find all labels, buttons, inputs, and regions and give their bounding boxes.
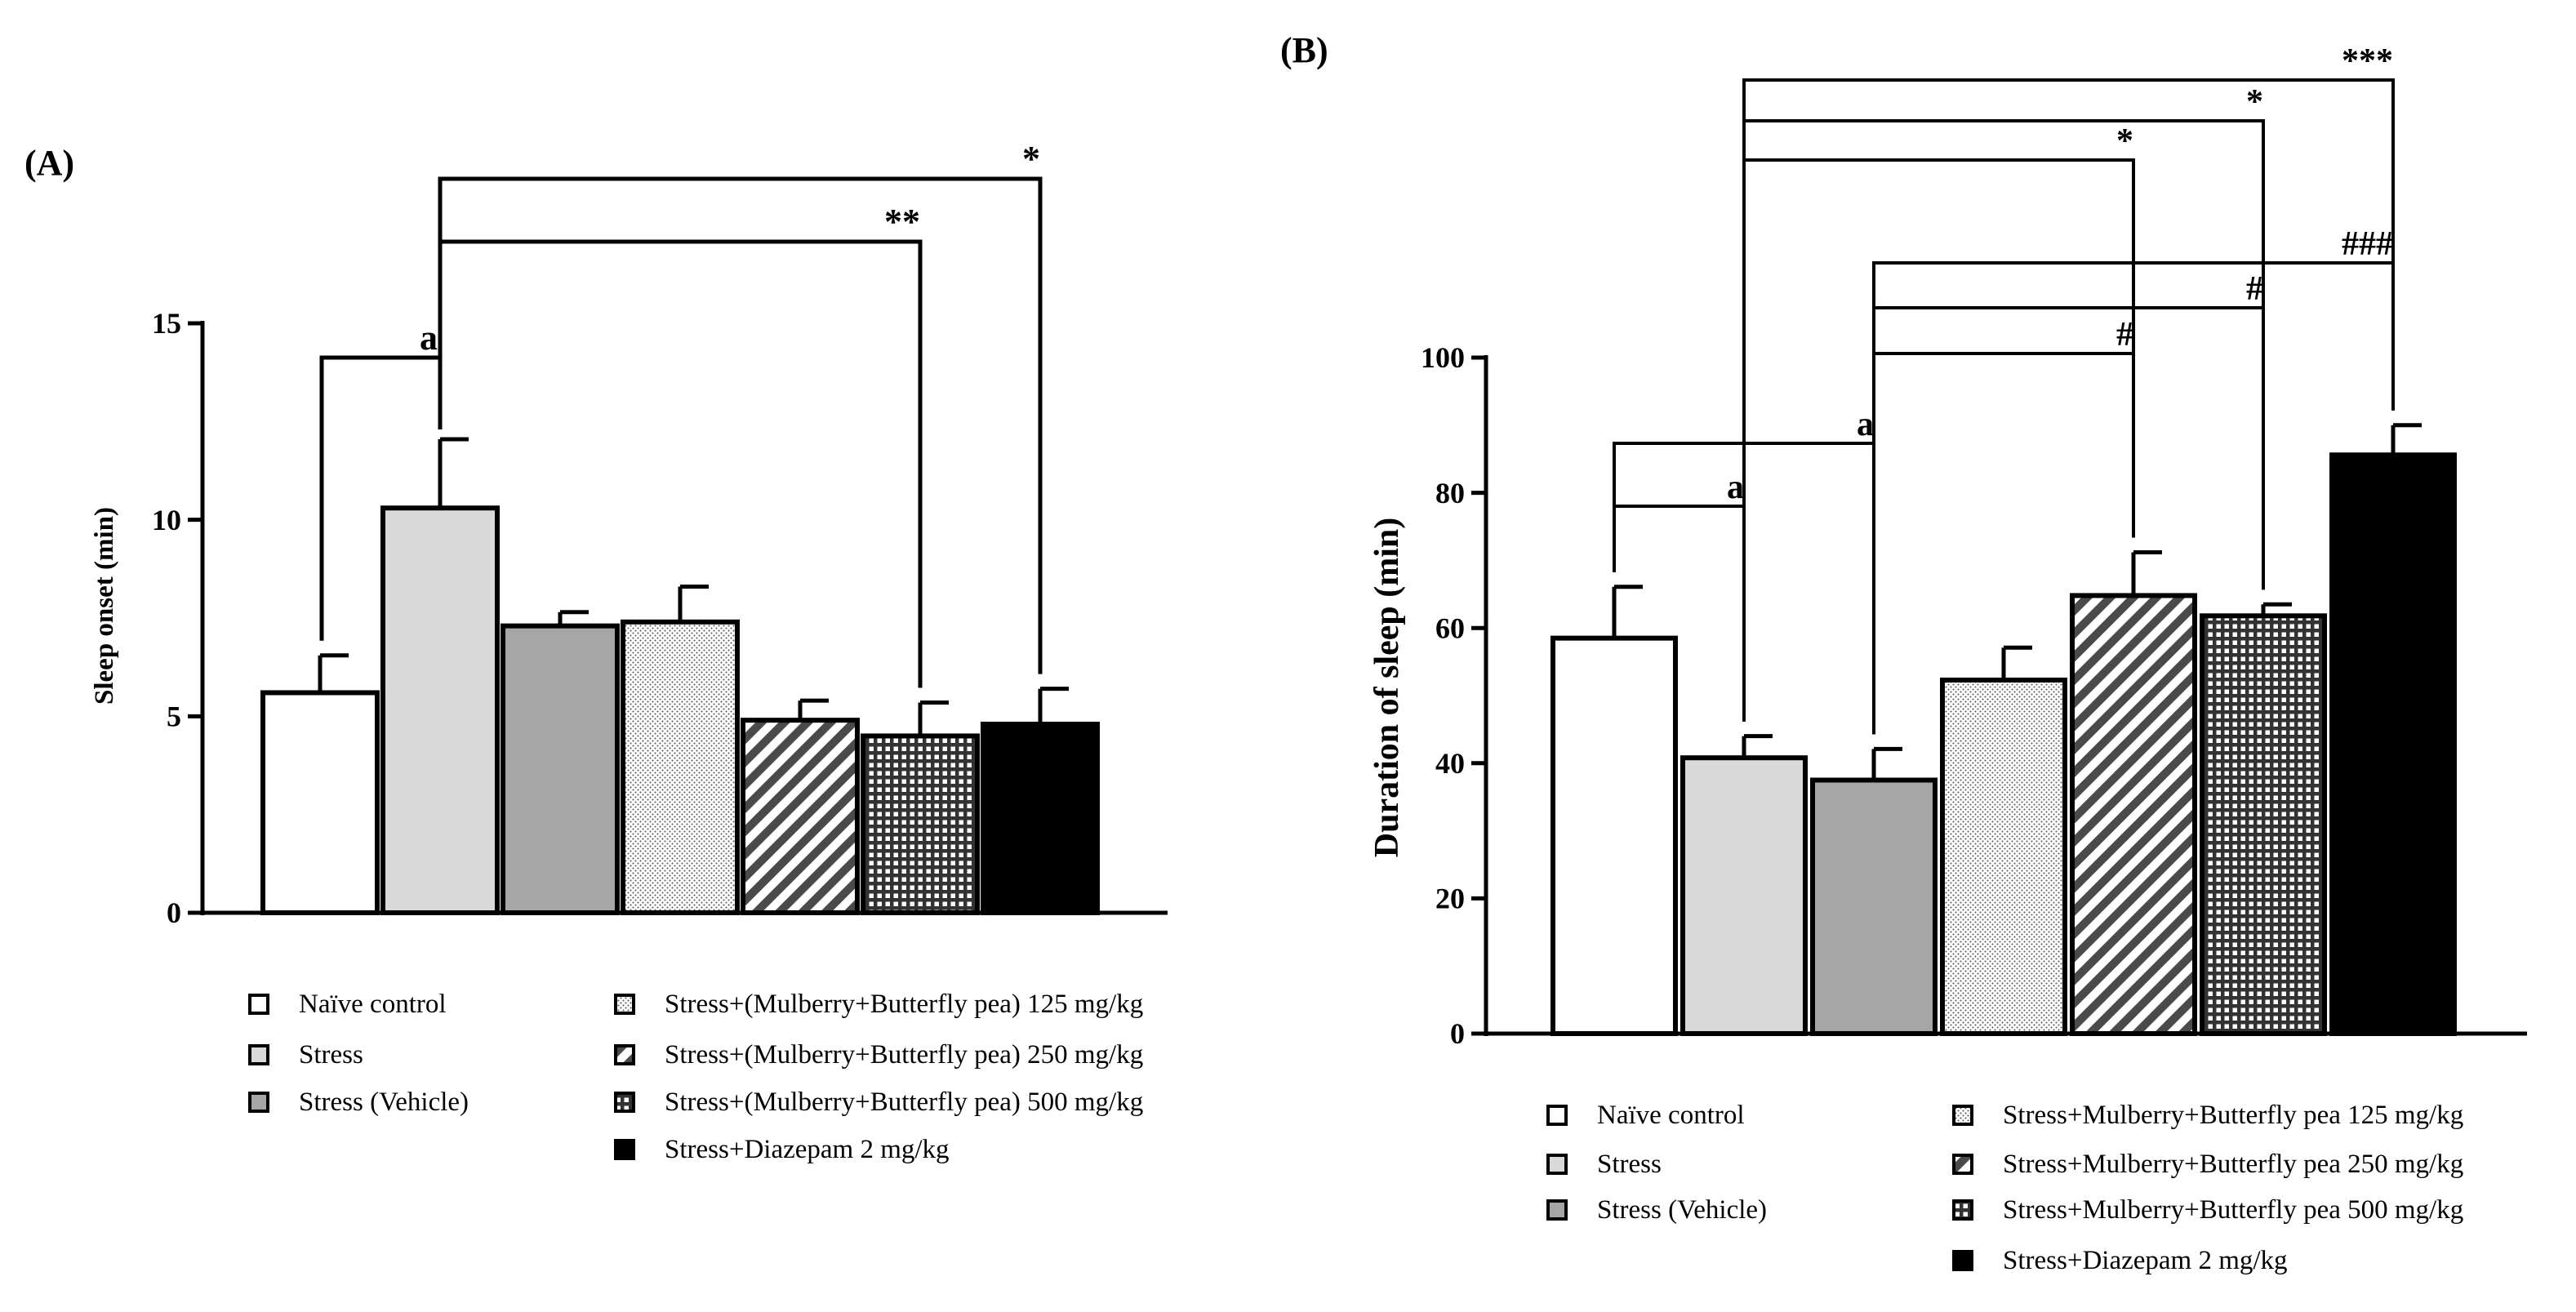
significance-label: *** xyxy=(2342,42,2393,80)
bar xyxy=(2329,452,2457,1036)
legend-label: Stress+Mulberry+Butterfly pea 125 mg/kg xyxy=(2003,1101,2463,1130)
legend-label: Stress+Diazepam 2 mg/kg xyxy=(665,1135,950,1164)
legend-label: Stress+Mulberry+Butterfly pea 500 mg/kg xyxy=(2003,1195,2463,1225)
legend-swatch xyxy=(1952,1199,1973,1221)
legend-label: Stress xyxy=(299,1040,363,1070)
legend-swatch xyxy=(614,994,635,1015)
legend-label: Stress+Mulberry+Butterfly pea 250 mg/kg xyxy=(2003,1150,2463,1179)
y-tick-label: 100 xyxy=(1421,341,1465,374)
panel-a-ylabel: Sleep onset (min) xyxy=(90,507,119,705)
panel-b-ylabel: Duration of sleep (min) xyxy=(1368,518,1406,857)
significance-label: a xyxy=(420,318,438,358)
y-tick-label: 40 xyxy=(1435,747,1465,780)
bar xyxy=(981,721,1100,916)
significance-label: * xyxy=(1022,139,1040,179)
panel-a-label: (A) xyxy=(24,143,74,183)
legend-swatch xyxy=(1546,1199,1568,1221)
significance-label: a xyxy=(1727,469,1744,506)
legend-swatch xyxy=(1952,1250,1973,1271)
bar xyxy=(2070,593,2197,1036)
legend-swatch xyxy=(1546,1105,1568,1126)
y-tick-label: 15 xyxy=(152,307,181,340)
y-tick-label: 80 xyxy=(1435,477,1465,509)
legend-label: Naïve control xyxy=(299,990,447,1019)
significance-bracket xyxy=(1742,78,2395,722)
legend-swatch xyxy=(1952,1154,1973,1175)
panel-b-label: (B) xyxy=(1280,30,1328,70)
legend-label: Stress (Vehicle) xyxy=(299,1087,469,1117)
y-tick-label: 60 xyxy=(1435,612,1465,644)
significance-label: * xyxy=(2116,122,2133,160)
y-tick-label: 0 xyxy=(167,896,181,929)
bar xyxy=(2200,613,2327,1037)
legend-label: Naïve control xyxy=(1597,1101,1745,1130)
significance-label: # xyxy=(2246,270,2263,308)
bar xyxy=(501,623,620,915)
bar xyxy=(1810,777,1938,1036)
significance-label: ** xyxy=(884,202,920,242)
bar xyxy=(621,619,740,916)
legend-label: Stress+Diazepam 2 mg/kg xyxy=(2003,1246,2288,1275)
legend-label: Stress xyxy=(1597,1150,1662,1179)
bar xyxy=(260,690,380,915)
legend-swatch xyxy=(248,1092,269,1113)
legend-swatch xyxy=(1546,1154,1568,1175)
significance-label: * xyxy=(2246,83,2263,121)
legend-label: Stress+(Mulberry+Butterfly pea) 250 mg/k… xyxy=(665,1040,1143,1070)
legend-swatch xyxy=(1952,1105,1973,1126)
bar xyxy=(1940,677,2067,1036)
bar xyxy=(380,505,500,916)
bar xyxy=(1680,755,1808,1037)
significance-bracket xyxy=(438,176,1043,674)
bar xyxy=(1550,635,1678,1036)
legend-label: Stress+(Mulberry+Butterfly pea) 125 mg/k… xyxy=(665,990,1143,1019)
y-tick-label: 10 xyxy=(152,504,181,536)
significance-label: a xyxy=(1857,406,1874,443)
legend-swatch xyxy=(248,1044,269,1065)
legend-swatch xyxy=(614,1139,635,1160)
legend-swatch xyxy=(248,994,269,1015)
y-tick-label: 20 xyxy=(1435,883,1465,915)
legend-swatch xyxy=(614,1044,635,1065)
legend-label: Stress+(Mulberry+Butterfly pea) 500 mg/k… xyxy=(665,1087,1143,1117)
bar xyxy=(861,733,980,916)
legend-swatch xyxy=(614,1092,635,1113)
bar xyxy=(741,718,860,915)
legend-label: Stress (Vehicle) xyxy=(1597,1195,1767,1225)
significance-label: ### xyxy=(2342,225,2393,263)
significance-label: # xyxy=(2116,316,2133,354)
y-tick-label: 5 xyxy=(167,700,181,733)
y-tick-label: 0 xyxy=(1450,1017,1465,1050)
